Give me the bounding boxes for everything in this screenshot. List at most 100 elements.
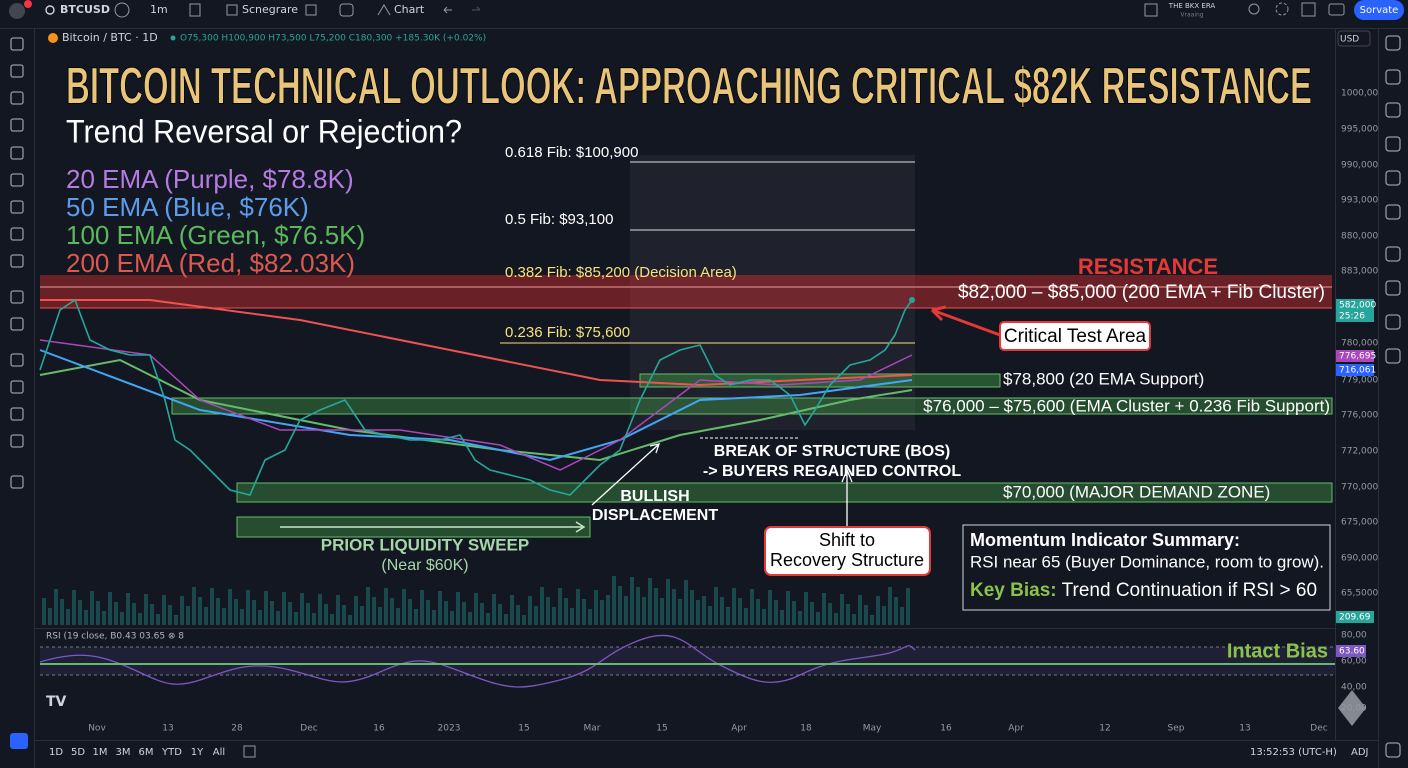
chart-style-icon[interactable] [189, 3, 201, 17]
undo[interactable] [443, 6, 452, 14]
callout-arrow [930, 305, 1001, 337]
displacement-label: DISPLACEMENT [592, 507, 718, 524]
sidebar-button[interactable] [1385, 246, 1401, 262]
fib-label: 0.5 Fib: $93,100 [505, 211, 613, 228]
rsi-tick-label: 60,00 [1341, 657, 1367, 667]
price-tick-label: 779,000 [1341, 376, 1378, 386]
drawing-tool[interactable] [10, 475, 24, 489]
sidebar-button[interactable] [1385, 204, 1401, 220]
momentum-heading: Momentum Indicator Summary: [970, 530, 1240, 550]
favorite-button[interactable] [10, 733, 28, 749]
sidebar-button[interactable] [1385, 170, 1401, 186]
range-button[interactable]: 1Y [191, 747, 204, 758]
avatar[interactable] [9, 3, 25, 19]
price-badge-label: 25:26 [1339, 312, 1365, 322]
drawing-tool[interactable] [10, 200, 24, 214]
price-badge-label: 209.69 [1339, 613, 1371, 623]
drawing-tool[interactable] [10, 91, 24, 105]
fullscreen[interactable] [1301, 2, 1316, 17]
rsi-tick-label: 80,00 [1341, 631, 1367, 641]
bos-label: BREAK OF STRUCTURE (BOS) [714, 443, 950, 460]
drawing-tool[interactable] [10, 434, 24, 448]
callout-text: Critical Test Area [1004, 326, 1147, 347]
layout-icon[interactable] [305, 4, 317, 16]
drawing-tool[interactable] [10, 146, 24, 160]
coin-icon [48, 33, 58, 43]
time-tick-label: 15 [656, 724, 667, 734]
add-symbol[interactable] [114, 2, 130, 18]
sidebar-button[interactable] [1385, 69, 1401, 85]
alert-icon[interactable] [339, 3, 354, 17]
time-tick-label: Apr [1008, 724, 1024, 734]
calendar-icon[interactable] [243, 745, 256, 758]
currency[interactable]: USD [1340, 35, 1359, 45]
redo[interactable] [472, 6, 481, 11]
chart-label[interactable]: Chart [394, 3, 425, 16]
drawing-tool[interactable] [10, 173, 24, 187]
sidebar-button[interactable] [1385, 35, 1401, 51]
indicators[interactable]: Scnegrare [242, 3, 298, 16]
drawing-tool[interactable] [10, 353, 24, 367]
drawing-tool[interactable] [10, 380, 24, 394]
replay-icon[interactable] [377, 4, 391, 16]
sweep-arrow [280, 521, 586, 533]
search-icon[interactable] [45, 5, 55, 15]
price-tick-label: 993,000 [1341, 196, 1378, 206]
range-button[interactable]: 3M [116, 747, 131, 758]
drawing-tool[interactable] [10, 227, 24, 241]
time-tick-label: 15 [518, 724, 529, 734]
drawing-tool[interactable] [10, 317, 24, 331]
publish-button-label[interactable]: Sorvate [1360, 5, 1399, 16]
ema-200 [40, 299, 913, 387]
settings[interactable] [1275, 2, 1289, 16]
nav-diamond[interactable] [1338, 690, 1366, 726]
currency-box[interactable] [1337, 30, 1371, 47]
symbol-legend: Bitcoin / BTC · 1D [62, 31, 158, 44]
price-badge [1336, 350, 1374, 362]
sidebar-button[interactable] [1385, 742, 1401, 758]
sidebar-button[interactable] [1385, 280, 1401, 296]
interval[interactable]: 1m [150, 3, 168, 16]
time-tick-label: 2023 [438, 724, 461, 734]
drawing-tool[interactable] [10, 254, 24, 268]
price-tick-label: 690,000 [1341, 554, 1378, 564]
account-name[interactable]: THE BKX ERA [1168, 2, 1216, 10]
range-button[interactable]: 1D [49, 747, 63, 758]
drawing-tool[interactable] [10, 37, 24, 51]
publish-button[interactable] [1354, 0, 1404, 20]
price-tick-label: 880,000 [1341, 232, 1378, 242]
range-button[interactable]: All [213, 747, 225, 758]
symbol[interactable]: BTCUSD [60, 3, 110, 16]
sidebar-button[interactable] [1385, 102, 1401, 118]
range-button[interactable]: YTD [161, 747, 182, 758]
price-tick-label: 883,000 [1341, 267, 1378, 277]
drawing-tool[interactable] [10, 407, 24, 421]
range-button[interactable]: 6M [139, 747, 154, 758]
sidebar-button[interactable] [1385, 314, 1401, 330]
range-button[interactable]: 1M [93, 747, 108, 758]
drawing-tool[interactable] [10, 118, 24, 132]
shift-label: Recovery Structure [770, 550, 924, 570]
market-status [170, 35, 176, 41]
adj-toggle[interactable]: ADJ [1351, 747, 1369, 758]
headline: BITCOIN TECHNICAL OUTLOOK: APPROACHING C… [66, 58, 1312, 116]
layout-toggle[interactable] [1144, 3, 1158, 17]
drawing-tool[interactable] [10, 64, 24, 78]
sidebar-button[interactable] [1385, 348, 1401, 364]
shift-box [764, 526, 931, 576]
time-tick-label: Nov [88, 724, 106, 734]
range-button[interactable]: 5D [71, 747, 85, 758]
fib-label: 0.618 Fib: $100,900 [505, 144, 638, 161]
drawing-tool[interactable] [10, 290, 24, 304]
indicators-icon[interactable] [226, 4, 238, 16]
price-badge-label: 716,061 [1339, 366, 1376, 376]
sidebar-button[interactable] [1385, 136, 1401, 152]
price-tick-label: 990,000 [1341, 161, 1378, 171]
sweep-label: PRIOR LIQUIDITY SWEEP [321, 535, 529, 554]
callout-box [999, 321, 1151, 351]
quick-search[interactable] [1248, 3, 1260, 15]
snapshot[interactable] [1328, 3, 1345, 16]
price-badge [1336, 310, 1374, 322]
tool-icons [10, 35, 1401, 758]
time-tick-label: Dec [1310, 724, 1327, 734]
